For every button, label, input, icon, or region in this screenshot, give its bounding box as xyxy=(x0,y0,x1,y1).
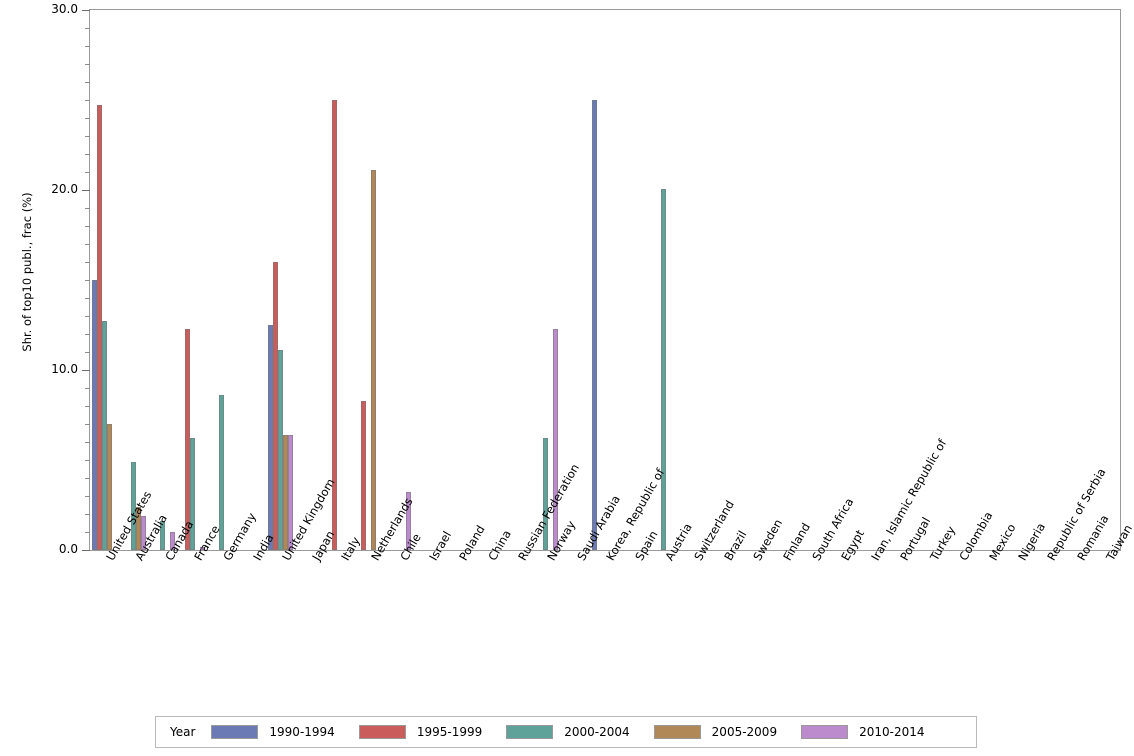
bar xyxy=(552,328,558,550)
legend-items: 1990-1994 1995-1999 2000-2004 2005-2009 2010… xyxy=(211,725,948,739)
bar xyxy=(135,506,141,550)
y-tick-label: 20.0 xyxy=(51,182,78,196)
y-tick-minor xyxy=(85,226,90,227)
y-tick-minor xyxy=(85,262,90,263)
y-tick-major xyxy=(82,10,90,11)
bars-layer xyxy=(90,10,1120,550)
bar xyxy=(91,280,97,550)
legend-item[interactable]: 2000-2004 xyxy=(506,725,630,739)
y-tick-label: 10.0 xyxy=(51,362,78,376)
legend-item[interactable]: 2010-2014 xyxy=(801,725,925,739)
bar xyxy=(331,100,337,550)
bar xyxy=(288,434,294,550)
bar xyxy=(542,438,548,550)
y-tick-label: 30.0 xyxy=(51,2,78,16)
legend-item[interactable]: 1990-1994 xyxy=(211,725,335,739)
y-tick-minor xyxy=(85,64,90,65)
y-tick-minor xyxy=(85,406,90,407)
bar xyxy=(160,521,166,550)
y-tick-minor xyxy=(85,424,90,425)
y-tick-minor xyxy=(85,532,90,533)
bar xyxy=(219,395,225,550)
bar xyxy=(130,461,136,550)
bar xyxy=(361,400,367,550)
legend-swatch xyxy=(358,725,406,739)
legend-label: 2000-2004 xyxy=(564,725,630,739)
legend-item[interactable]: 2005-2009 xyxy=(653,725,778,739)
x-axis-labels: United States Australia Canada France German… xyxy=(89,437,1134,721)
y-axis-ticks: 0.0 10.0 20.0 30.0 xyxy=(51,3,1120,555)
y-tick-minor xyxy=(85,82,90,83)
bar xyxy=(170,532,176,550)
bar xyxy=(199,547,205,550)
y-tick-minor xyxy=(85,244,90,245)
bar xyxy=(140,515,146,550)
y-tick-minor xyxy=(85,514,90,515)
y-tick-minor xyxy=(85,46,90,47)
y-tick-major xyxy=(82,190,90,191)
bar xyxy=(371,170,377,550)
bar xyxy=(591,100,597,550)
y-tick-minor xyxy=(85,478,90,479)
legend-label: 2010-2014 xyxy=(859,725,925,739)
bar xyxy=(268,325,274,550)
legend-swatch xyxy=(506,725,554,739)
bar xyxy=(106,424,112,550)
y-tick-minor xyxy=(85,442,90,443)
legend-item[interactable]: 1995-1999 xyxy=(358,725,483,739)
bar xyxy=(184,328,190,550)
y-tick-minor xyxy=(85,172,90,173)
y-tick-minor xyxy=(85,28,90,29)
y-tick-minor xyxy=(85,154,90,155)
y-tick-major xyxy=(82,550,90,551)
y-tick-minor xyxy=(85,316,90,317)
bar xyxy=(405,492,411,550)
bar xyxy=(101,321,107,550)
legend-label: 1995-1999 xyxy=(416,725,483,739)
legend-title: Year xyxy=(170,725,196,739)
legend: Year 1990-1994 1995-1999 2000-2004 2005-200… xyxy=(155,716,977,748)
y-tick-major xyxy=(82,370,90,371)
y-tick-minor xyxy=(85,334,90,335)
y-axis-title: Shr. of top10 publ., frac (%) xyxy=(20,192,34,352)
legend-label: 1990-1994 xyxy=(269,725,335,739)
y-tick-minor xyxy=(85,280,90,281)
y-tick-minor xyxy=(85,388,90,389)
y-tick-minor xyxy=(85,352,90,353)
legend-label: 2005-2009 xyxy=(711,725,778,739)
y-tick-minor xyxy=(85,460,90,461)
y-tick-minor xyxy=(85,136,90,137)
y-tick-minor xyxy=(85,118,90,119)
y-tick-minor xyxy=(85,298,90,299)
legend-swatch xyxy=(653,725,701,739)
bar xyxy=(283,434,289,550)
bar xyxy=(96,105,102,550)
y-tick-minor xyxy=(85,496,90,497)
y-tick-label: 0.0 xyxy=(58,542,78,556)
legend-swatch xyxy=(211,725,259,739)
plot-area: 0.0 10.0 20.0 30.0 xyxy=(51,3,1121,555)
y-tick-minor xyxy=(85,208,90,209)
legend-swatch xyxy=(801,725,849,739)
y-tick-minor xyxy=(85,100,90,101)
bar xyxy=(189,438,195,550)
bar xyxy=(273,262,279,550)
bar xyxy=(278,350,284,550)
bar xyxy=(660,189,666,550)
